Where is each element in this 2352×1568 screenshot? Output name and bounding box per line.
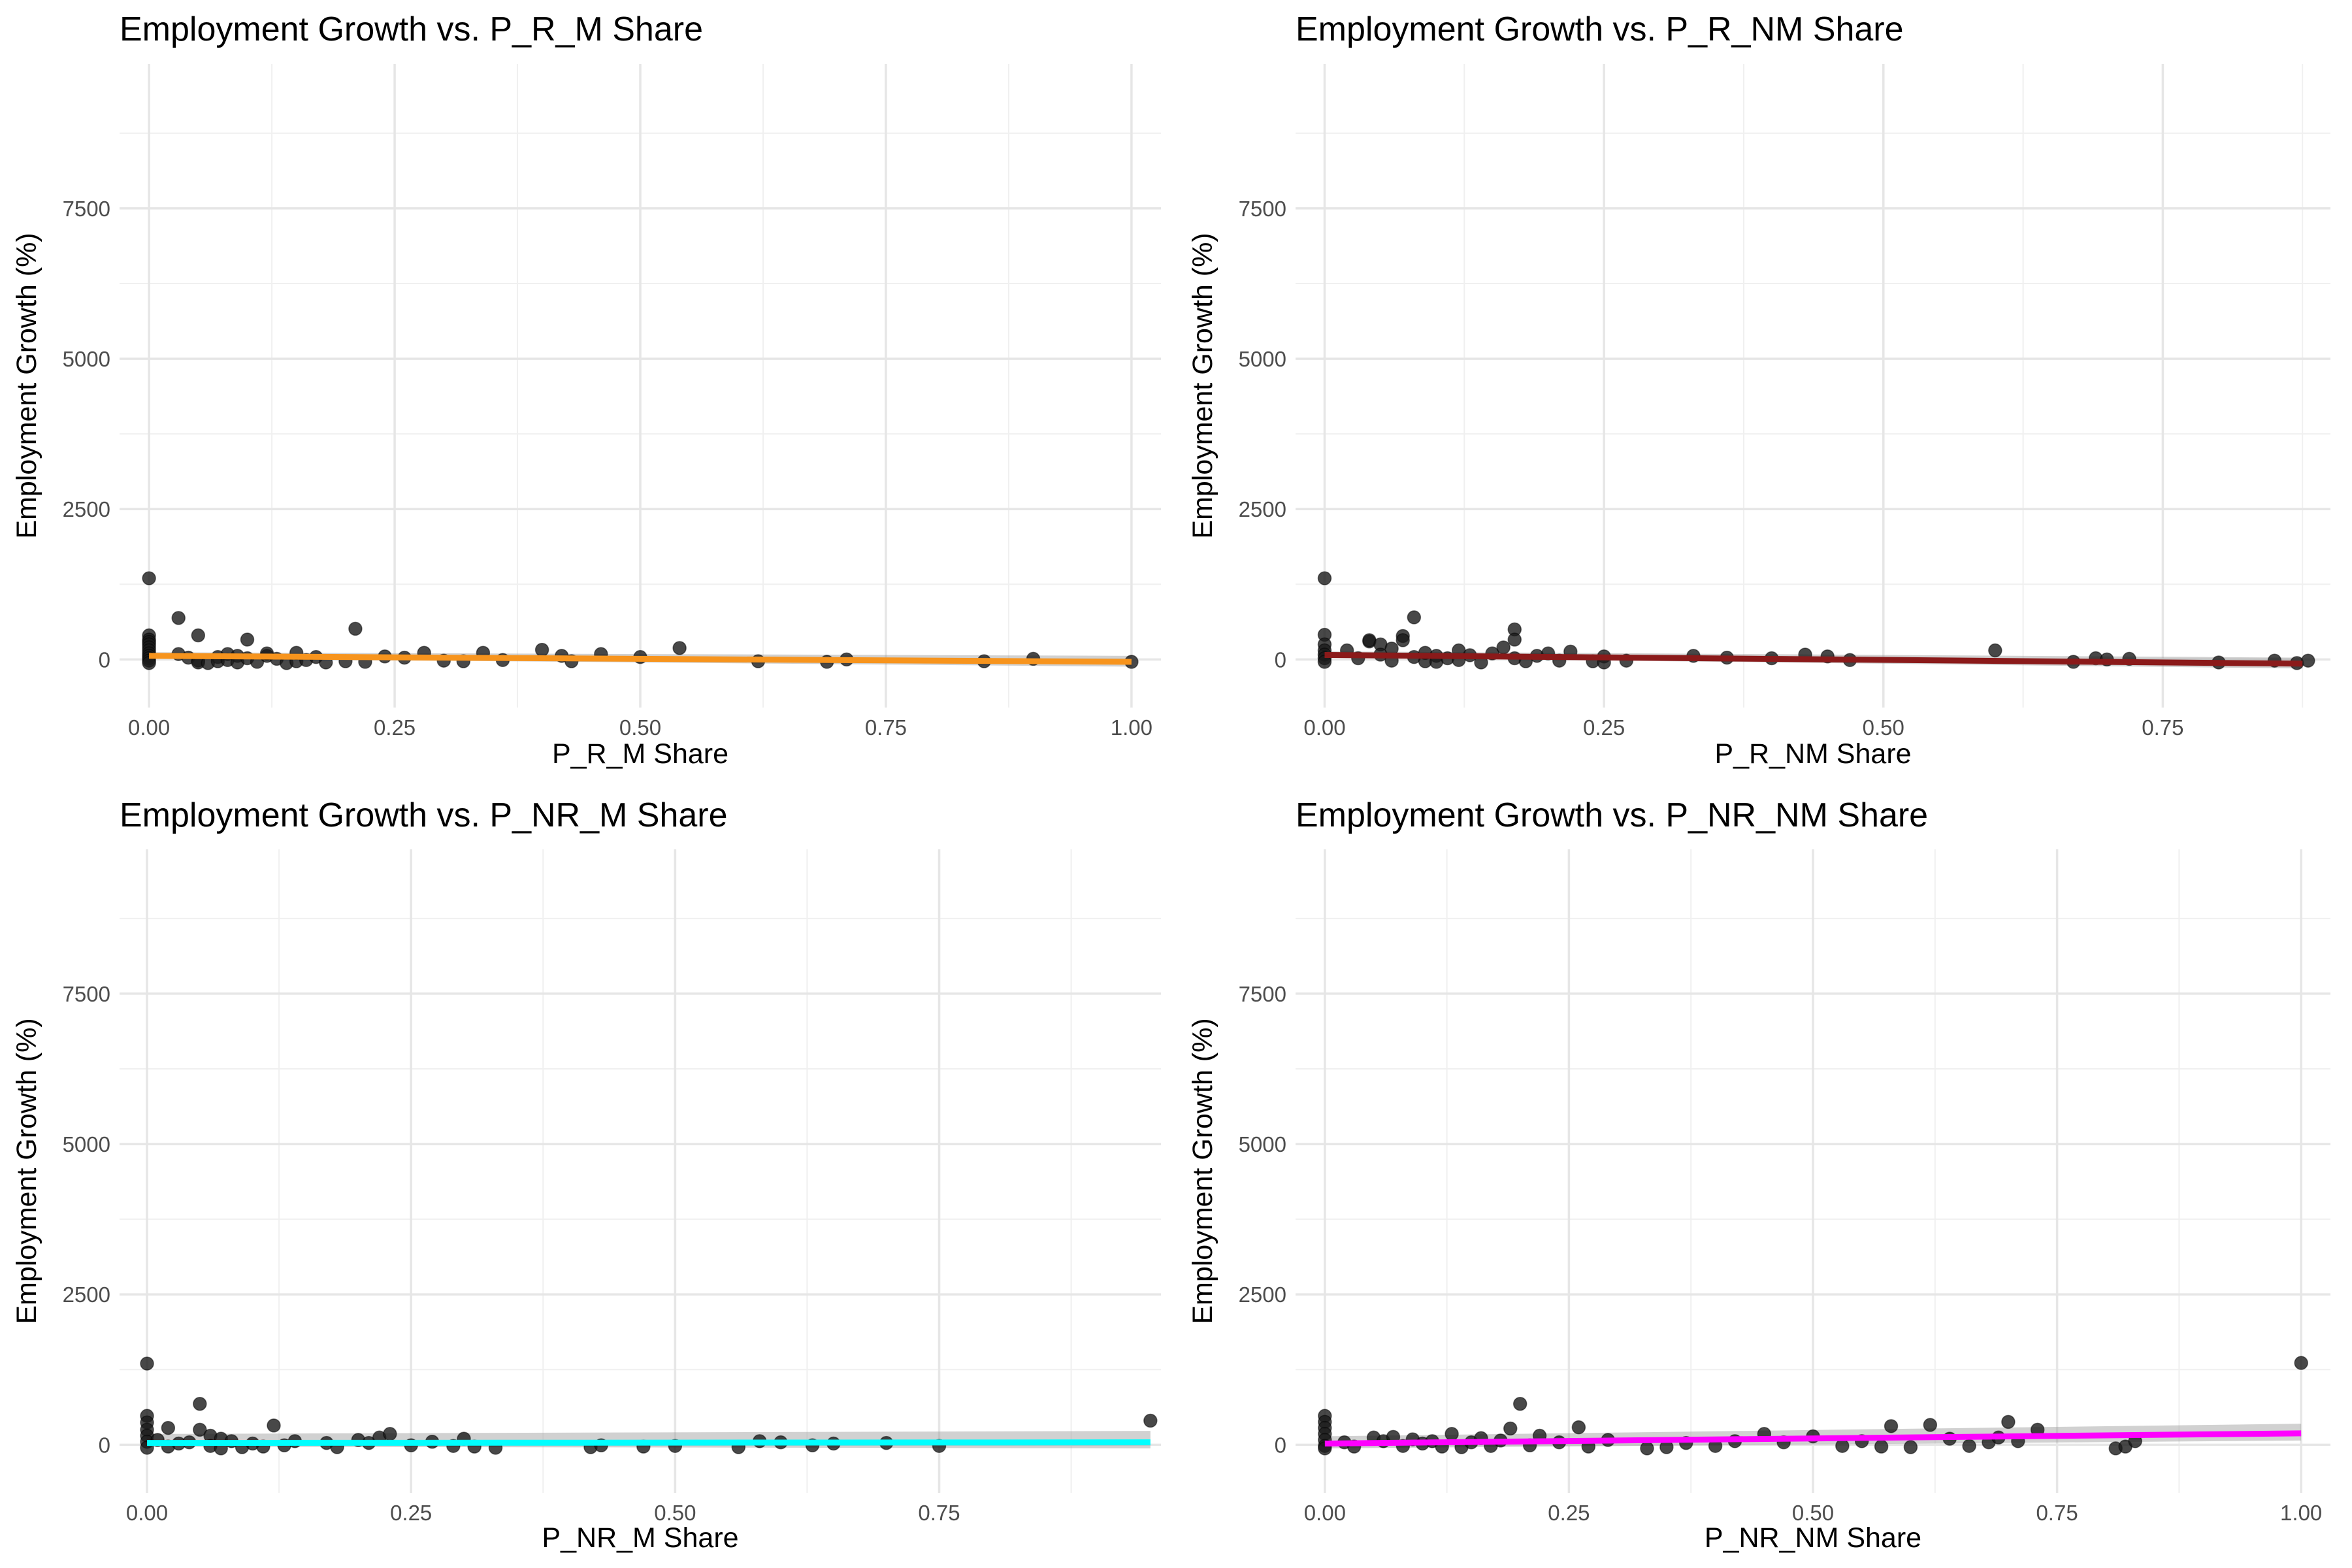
data-point [171, 611, 186, 625]
gridlines [120, 64, 1161, 708]
data-point [1317, 571, 1332, 585]
chart-panel-4: 0 2500 5000 7500 0.00 0.25 0.50 0.75 1.00 Employm… [1187, 796, 2330, 1554]
chart-title: Employment Growth vs. P_NR_NM Share [1296, 796, 1928, 834]
x-tick-label: 0.75 [918, 1501, 960, 1525]
chart-title: Employment Growth vs. P_NR_M Share [120, 796, 728, 834]
y-axis-label: Employment Growth (%) [1187, 1018, 1218, 1324]
data-point [1988, 643, 2002, 658]
data-point [193, 1422, 207, 1437]
data-point [1903, 1440, 1918, 1454]
data-point [1512, 1397, 1527, 1411]
y-tick-label: 0 [99, 1433, 110, 1457]
x-tick-label: 0.75 [2142, 715, 2183, 740]
data-point [2294, 1356, 2308, 1370]
y-tick-label: 7500 [63, 982, 110, 1006]
x-tick-label: 0.00 [128, 715, 170, 740]
data-point [1503, 1421, 1518, 1436]
x-tick-label: 0.00 [1303, 715, 1345, 740]
chart-panel-2: 0 2500 5000 7500 0.00 0.25 0.50 0.75 Employment … [1187, 10, 2330, 770]
data-point [161, 1420, 176, 1435]
x-axis-label: P_NR_M Share [542, 1522, 738, 1554]
data-point [191, 628, 206, 643]
data-point [1962, 1439, 1976, 1453]
data-point [1640, 1441, 1654, 1456]
data-point [1407, 610, 1422, 625]
x-tick-label: 0.75 [865, 715, 907, 740]
y-tick-label: 7500 [1239, 982, 1286, 1006]
y-tick-label: 7500 [63, 197, 110, 221]
x-tick-label: 0.25 [374, 715, 416, 740]
data-point [142, 571, 156, 585]
x-tick-label: 0.50 [1863, 715, 1904, 740]
data-point [534, 642, 549, 657]
y-tick-label: 7500 [1239, 197, 1286, 221]
data-point [193, 1397, 207, 1411]
data-point [1884, 1419, 1899, 1433]
x-tick-label: 1.00 [1111, 715, 1152, 740]
fit-line [149, 653, 1132, 665]
y-tick-label: 0 [1275, 1433, 1286, 1457]
x-tick-label: 0.25 [1548, 1501, 1590, 1525]
y-tick-label: 2500 [1239, 1282, 1286, 1307]
y-tick-label: 5000 [1239, 1132, 1286, 1156]
data-point [240, 632, 255, 647]
data-point [1874, 1439, 1889, 1454]
data-point [2001, 1414, 2016, 1429]
y-tick-label: 5000 [63, 1132, 110, 1156]
data-point [2301, 653, 2315, 668]
x-tick-label: 0.50 [619, 715, 661, 740]
y-axis-label: Employment Growth (%) [11, 1018, 42, 1324]
data-point [1835, 1439, 1850, 1453]
data-point [1923, 1418, 1938, 1432]
y-axis-label: Employment Growth (%) [1187, 233, 1218, 538]
data-point [1445, 1427, 1459, 1441]
y-axis-label: Employment Growth (%) [11, 233, 42, 538]
data-point [1396, 633, 1410, 647]
chart-title: Employment Growth vs. P_R_M Share [120, 10, 703, 48]
data-point [383, 1427, 397, 1441]
y-tick-label: 2500 [63, 1282, 110, 1307]
x-axis-label: P_R_NM Share [1714, 738, 1911, 770]
y-tick-label: 2500 [1239, 497, 1286, 521]
data-point [1496, 640, 1511, 655]
fit-line [1324, 651, 2303, 667]
data-point [348, 621, 363, 636]
x-axis-label: P_NR_NM Share [1705, 1522, 1921, 1554]
y-tick-label: 5000 [63, 347, 110, 371]
y-tick-label: 0 [1275, 647, 1286, 672]
data-point [1507, 632, 1522, 647]
chart-panel-1: 0 2500 5000 7500 0.00 0.25 0.50 0.75 1.00 Employm… [11, 10, 1161, 770]
data-point [1143, 1413, 1158, 1428]
x-tick-label: 0.25 [390, 1501, 432, 1525]
data-point [140, 1356, 154, 1371]
data-point [267, 1418, 281, 1433]
data-point [1571, 1420, 1586, 1435]
x-tick-label: 0.50 [654, 1501, 696, 1525]
x-axis-label: P_R_M Share [552, 738, 728, 770]
chart-panel-3: 0 2500 5000 7500 0.00 0.25 0.50 0.75 Employment … [11, 796, 1161, 1554]
x-tick-label: 0.00 [1304, 1501, 1346, 1525]
x-tick-label: 1.00 [2280, 1501, 2322, 1525]
data-point [672, 641, 687, 655]
x-tick-label: 0.75 [2036, 1501, 2078, 1525]
y-tick-label: 2500 [63, 497, 110, 521]
fit-line [1324, 1430, 2302, 1447]
x-tick-label: 0.25 [1583, 715, 1625, 740]
y-tick-label: 5000 [1239, 347, 1286, 371]
chart-title: Employment Growth vs. P_R_NM Share [1296, 10, 1904, 48]
x-tick-label: 0.50 [1792, 1501, 1834, 1525]
y-tick-label: 0 [99, 647, 110, 672]
x-tick-label: 0.00 [126, 1501, 168, 1525]
gridlines [1296, 849, 2330, 1493]
